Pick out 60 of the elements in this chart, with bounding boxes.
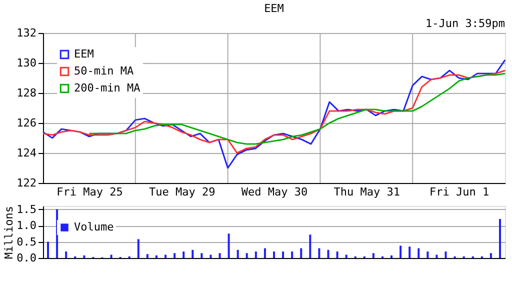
bar [210,254,212,258]
bar [436,254,438,258]
bar [499,219,501,258]
legend-label: 200-min MA [74,82,141,94]
bar [83,255,86,258]
bar [47,242,49,258]
bar [65,252,68,258]
y-tick-label: 1.0 [16,219,36,232]
y-tick-label: 126 [16,116,36,130]
y-tick-label: 128 [16,86,36,100]
y-axis-title: Millions [2,206,16,259]
bar [400,246,402,258]
bar [327,250,330,258]
legend-label: EEM [74,48,94,60]
x-tick-label: Wed May 30 [241,186,308,198]
y-tick-label: 0.5 [16,235,36,248]
bar [300,248,302,258]
bar [182,252,185,258]
bar [490,253,492,258]
bar [309,234,312,258]
bar [418,248,420,258]
y-tick-label: 130 [16,56,36,70]
bar [318,248,320,258]
bar [110,254,112,258]
bar [164,254,167,258]
x-tick-label: Fri May 25 [56,186,123,198]
bar [146,254,148,258]
bar [345,254,348,258]
y-tick-label: 132 [16,26,36,40]
bar [192,250,194,258]
bar [426,252,429,258]
x-tick-label: Thu May 31 [334,186,400,198]
bar [282,252,284,258]
x-tick-label: Tue May 29 [148,186,216,198]
legend-label: 50-min MA [74,64,134,78]
bar [291,252,294,258]
y-tick-label: 0.0 [16,252,36,264]
bar [155,255,158,258]
bar [273,252,275,258]
bar [264,248,266,258]
bar [408,246,411,258]
bar [444,252,447,258]
y-tick-label: 1.5 [16,202,36,216]
bar [254,252,257,258]
text: 1-Jun 3:59pm [426,17,506,30]
bar [246,253,248,258]
legend-label: Volume [74,220,114,234]
y-tick-label: 122 [16,176,36,190]
bar [372,253,374,258]
chart-title: EEM [264,2,284,15]
bar [174,253,176,258]
bar [236,250,239,258]
bar [390,255,393,258]
bar [228,234,230,258]
bar [336,252,338,258]
bar [200,253,203,258]
y-tick-label: 124 [16,146,37,160]
bar [218,253,221,258]
bar [137,239,140,258]
x-tick-label: Fri Jun 1 [429,186,490,198]
